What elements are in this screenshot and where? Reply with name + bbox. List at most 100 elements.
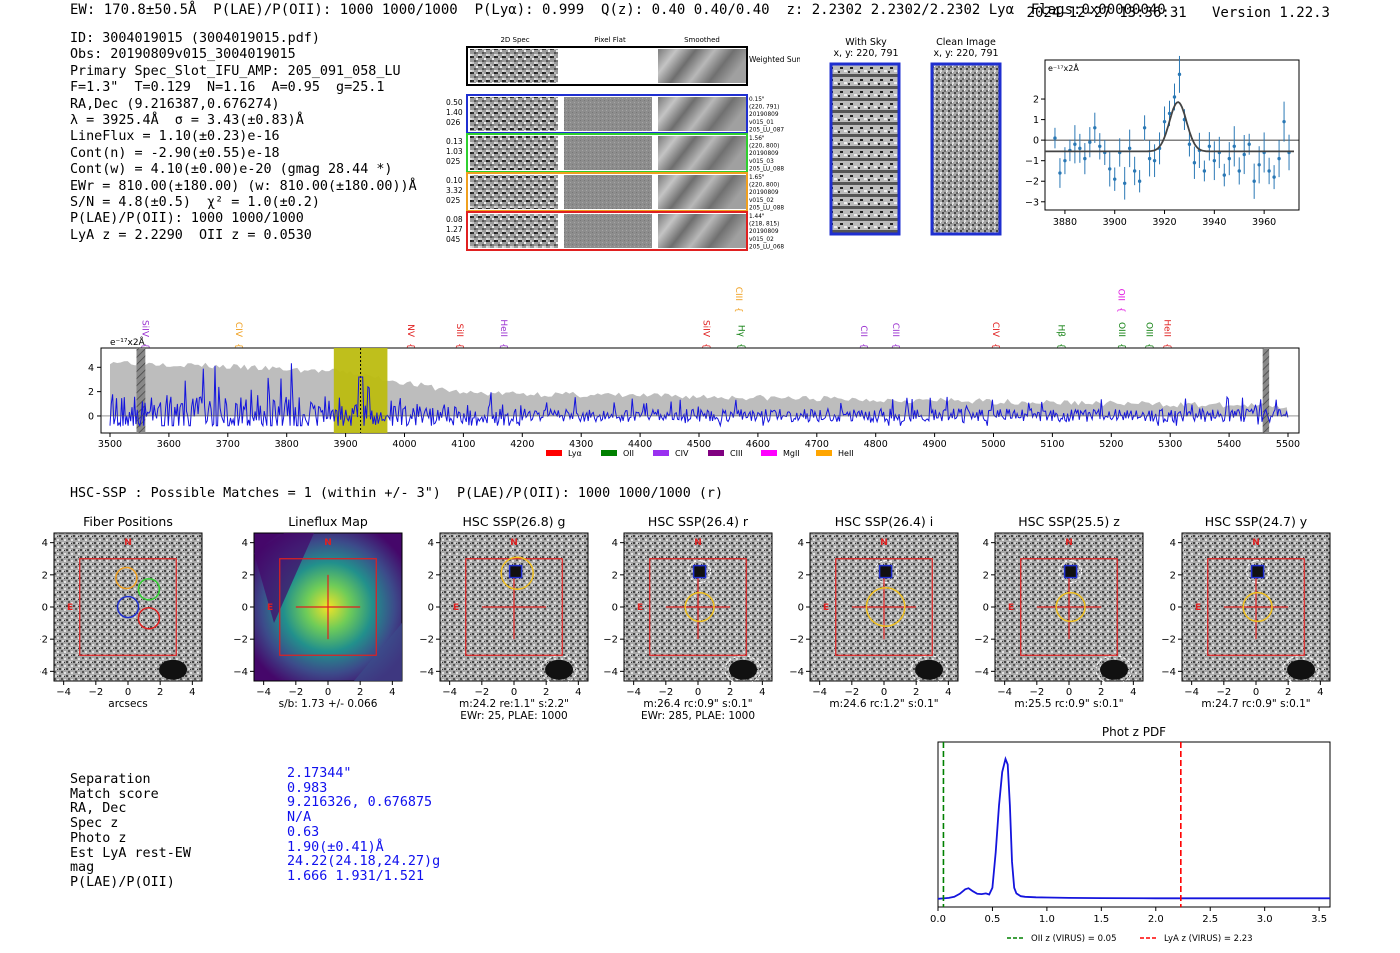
bright-source: [915, 659, 944, 680]
hsc-x-tick: 0: [695, 687, 701, 698]
line-fit-point: [1093, 126, 1097, 130]
spectrum-y-tick: 2: [88, 387, 94, 398]
cutout-left-label: 0.13: [446, 137, 463, 146]
hsc-y-tick: 2: [242, 570, 248, 581]
hsc-x-tick: 0: [1253, 687, 1259, 698]
cutout-right-label: v015_02: [749, 237, 774, 243]
spectrum-x-tick: 4200: [510, 439, 534, 450]
catalog-match: [1063, 564, 1078, 579]
hsc-x-tick: 4: [1317, 687, 1323, 698]
line-fit-point: [1222, 173, 1226, 177]
line-fit-point: [1108, 167, 1112, 171]
hsc-y-tick: −4: [603, 667, 618, 678]
east-label: E: [823, 603, 829, 613]
hsc-x-tick: −2: [844, 687, 859, 698]
spectrum-x-tick: 5100: [1040, 439, 1064, 450]
search-box: [649, 558, 747, 656]
line-fit-x-tick: 3920: [1152, 217, 1176, 228]
hsc-y-tick: 0: [242, 603, 248, 614]
hsc-y-tick: −4: [233, 667, 248, 678]
spectrum-legend-swatch: [601, 450, 617, 456]
photz-x-tick: 0.5: [984, 914, 1000, 925]
info-id: ID: 3004019015 (3004019015.pdf): [70, 31, 320, 46]
spectrum-noise-envelope: [110, 360, 1288, 416]
line-fit-point: [1058, 171, 1062, 175]
line-fit-point: [1137, 179, 1142, 183]
hsc-panels: Fiber Positions N E −4 −2 0 2 4 4 2 0 −2 −4 arcsecs Li…: [40, 514, 1331, 722]
spectrum-x-tick: 4400: [628, 439, 652, 450]
hsc-x-tick: 0: [1066, 687, 1072, 698]
hsc-y-tick: 0: [42, 603, 48, 614]
north-label: N: [124, 538, 132, 548]
cutout-right-label: 205_LU_068: [749, 244, 784, 250]
search-box: [79, 558, 177, 656]
spectrum-legend-swatch: [653, 450, 669, 456]
cutout-smoothed: [658, 97, 746, 131]
north-label: N: [324, 538, 332, 548]
hsc-y-tick: 2: [612, 570, 618, 581]
col-label-pixelflat: Pixel Flat: [594, 36, 626, 44]
line-fit-point: [1192, 161, 1197, 165]
line-fit-point: [1113, 177, 1117, 181]
emission-line-label: OII: [1115, 289, 1125, 301]
cutout-right-label: (220, 800): [749, 144, 779, 150]
catalog-match: [1250, 564, 1265, 579]
hsc-y-tick: 4: [798, 538, 804, 549]
cand-label: Separation: [70, 772, 151, 787]
hsc-y-tick: −4: [1161, 667, 1176, 678]
spectrum-legend-swatch: [816, 450, 832, 456]
line-fit-point: [1202, 169, 1207, 173]
info-plae: P(LAE)/P(OII): 1000 1000/1000: [70, 211, 304, 227]
line-fit-point: [1142, 126, 1147, 130]
hsc-x-tick: 2: [543, 687, 549, 698]
fiber-circle: [115, 566, 138, 590]
line-fit-x-tick: 3880: [1053, 217, 1077, 228]
hsc-x-tick: 2: [1098, 687, 1104, 698]
hsc-y-tick: 4: [1170, 538, 1176, 549]
line-fit-point: [1167, 111, 1172, 116]
cand-value-mag: 24.22(24.18,24.27)g: [287, 854, 441, 870]
cutout-right-label: v015_02: [749, 198, 774, 204]
info-obs: Obs: 20190809v015_3004019015: [70, 47, 296, 63]
cutout-pixelflat: [564, 97, 652, 131]
candidate-labels: Separation Match score RA, Dec Spec z Ph…: [70, 772, 191, 891]
info-radec: RA,Dec (9.216387,0.676274): [70, 96, 280, 112]
bright-source: [159, 659, 188, 680]
cutout-left-label: 025: [446, 157, 461, 166]
hsc-y-tick: 4: [242, 538, 248, 549]
line-fit-x-tick: 3960: [1252, 217, 1276, 228]
hsc-y-tick: 0: [612, 603, 618, 614]
hsc-x-tick: 2: [157, 687, 163, 698]
hsc-x-tick: 0: [325, 687, 331, 698]
hsc-x-tick: 2: [727, 687, 733, 698]
photz-pdf-line: [937, 755, 1330, 900]
emission-line-bracket: {: [454, 343, 464, 349]
hsc-caption-2: EWr: 285, PLAE: 1000: [641, 710, 755, 722]
north-label: N: [1065, 538, 1073, 548]
spectrum-y-tick: 0: [88, 411, 94, 422]
col-label-smoothed: Smoothed: [684, 36, 720, 44]
hsc-x-tick: 4: [759, 687, 765, 698]
line-fit-x-tick: 3940: [1202, 217, 1226, 228]
emission-line-bracket: {: [733, 307, 743, 313]
hsc-x-tick: −2: [288, 687, 303, 698]
photz-x-tick: 2.0: [1148, 914, 1164, 925]
header-version: Version 1.22.3: [1211, 5, 1330, 21]
fiber-circle: [116, 595, 140, 619]
spectrum-x-tick: 5200: [1099, 439, 1123, 450]
aperture-circle: [684, 591, 715, 623]
line-fit-point: [1053, 136, 1057, 140]
emission-line-bracket: {: [858, 343, 868, 349]
cand-label: RA, Dec: [70, 801, 127, 817]
hsc-panel-image: [53, 532, 203, 682]
cutout-right-label: 205_LU_087: [749, 127, 784, 133]
cand-value-est-lya: 1.90(±0.41)Å: [287, 839, 384, 855]
spectrum-x-tick: 4000: [392, 439, 416, 450]
search-box: [1020, 558, 1118, 656]
emission-line-bracket: {: [1115, 307, 1125, 313]
hsc-caption-2: EWr: 25, PLAE: 1000: [460, 710, 567, 722]
cutout-left-label: 0.08: [446, 215, 463, 224]
emission-line-label: CIV: [233, 322, 243, 338]
clean-image-title: Clean Image x, y: 220, 791: [933, 37, 999, 59]
emission-line-bracket: {: [701, 343, 711, 349]
